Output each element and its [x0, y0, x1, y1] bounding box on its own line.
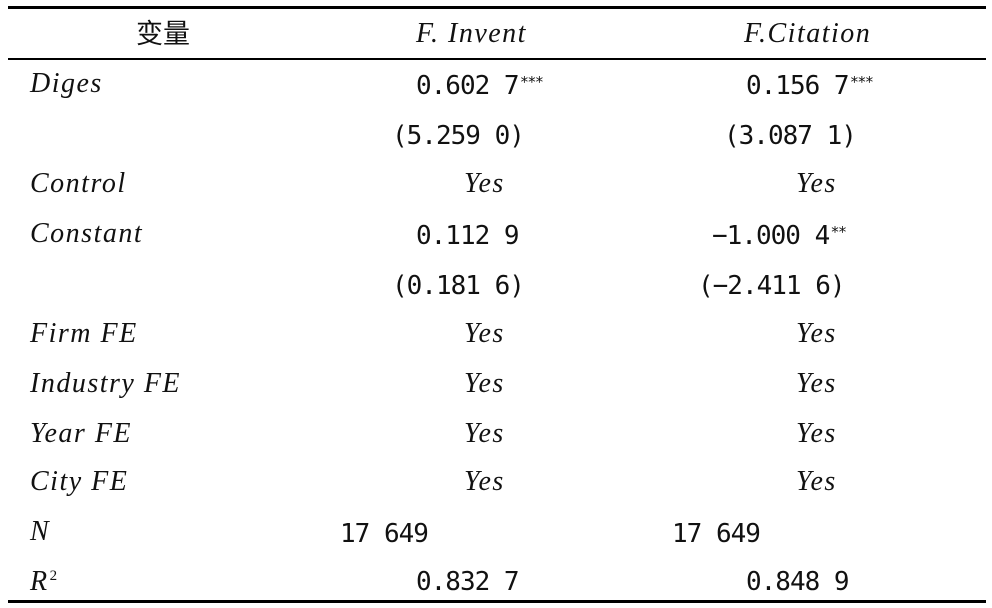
row-label-n: N: [30, 516, 51, 547]
city-fe-invent: Yes: [464, 466, 505, 497]
diges-citation-coef: 0.156 7 ***: [746, 71, 874, 101]
bottom-rule: [8, 600, 986, 603]
industry-fe-citation: Yes: [796, 368, 837, 399]
header-rule: [8, 58, 986, 60]
row-label-control: Control: [30, 168, 127, 199]
constant-citation-tstat: (−2.411 6): [698, 271, 846, 301]
row-label-r-squared: R2: [30, 566, 59, 597]
row-label-constant: Constant: [30, 218, 144, 249]
row-label-city-fe: City FE: [30, 466, 129, 497]
constant-citation-coef: −1.000 4 **: [712, 221, 847, 251]
year-fe-citation: Yes: [796, 418, 837, 449]
diges-invent-coef: 0.602 7 ***: [416, 71, 544, 101]
top-rule: [8, 6, 986, 9]
header-variable: 变量: [136, 19, 190, 50]
control-invent: Yes: [464, 168, 505, 199]
year-fe-invent: Yes: [464, 418, 505, 449]
diges-citation-tstat: (3.087 1): [724, 121, 857, 151]
header-f-invent: F. Invent: [416, 18, 527, 49]
header-f-citation: F.Citation: [744, 18, 872, 49]
constant-invent-tstat: (0.181 6): [392, 271, 525, 301]
n-invent: 17 649: [340, 519, 429, 549]
r-squared-invent: 0.832 7: [416, 567, 520, 597]
n-citation: 17 649: [672, 519, 761, 549]
row-label-firm-fe: Firm FE: [30, 318, 138, 349]
firm-fe-invent: Yes: [464, 318, 505, 349]
regression-table: 变量 F. Invent F.Citation Diges 0.602 7 ***…: [8, 6, 986, 604]
diges-invent-tstat: (5.259 0): [392, 121, 525, 151]
firm-fe-citation: Yes: [796, 318, 837, 349]
city-fe-citation: Yes: [796, 466, 837, 497]
row-label-year-fe: Year FE: [30, 418, 133, 449]
industry-fe-invent: Yes: [464, 368, 505, 399]
constant-invent-coef: 0.112 9: [416, 221, 520, 251]
row-label-diges: Diges: [30, 68, 103, 99]
row-label-industry-fe: Industry FE: [30, 368, 182, 399]
control-citation: Yes: [796, 168, 837, 199]
r-squared-citation: 0.848 9: [746, 567, 850, 597]
